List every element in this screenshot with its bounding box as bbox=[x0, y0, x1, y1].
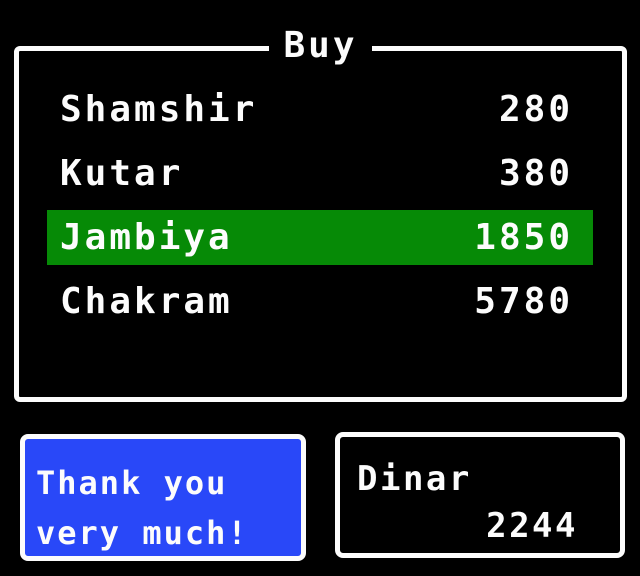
buy-menu-panel: Buy Shamshir 280 Kutar 380 Jambiya 1850 … bbox=[14, 25, 627, 402]
buy-menu-title: Buy bbox=[19, 25, 622, 67]
currency-label: Dinar bbox=[357, 459, 472, 499]
buy-menu-title-text: Buy bbox=[269, 25, 372, 67]
item-price: 1850 bbox=[474, 217, 573, 258]
item-name: Jambiya bbox=[60, 217, 233, 258]
item-row-jambiya[interactable]: Jambiya 1850 bbox=[47, 210, 593, 265]
item-list: Shamshir 280 Kutar 380 Jambiya 1850 Chak… bbox=[47, 82, 593, 338]
item-name: Shamshir bbox=[60, 89, 258, 130]
item-row-shamshir[interactable]: Shamshir 280 bbox=[47, 82, 593, 137]
item-name: Chakram bbox=[60, 281, 233, 322]
shopkeeper-dialog-box: Thank you very much! bbox=[20, 434, 306, 561]
item-price: 280 bbox=[498, 89, 573, 130]
item-row-chakram[interactable]: Chakram 5780 bbox=[47, 274, 593, 329]
item-price: 5780 bbox=[474, 281, 573, 322]
item-name: Kutar bbox=[60, 153, 184, 194]
dialog-line: Thank you bbox=[36, 464, 228, 502]
currency-amount: 2244 bbox=[486, 506, 578, 546]
item-row-kutar[interactable]: Kutar 380 bbox=[47, 146, 593, 201]
currency-panel: Dinar 2244 bbox=[335, 432, 625, 558]
item-price: 380 bbox=[498, 153, 573, 194]
dialog-line: very much! bbox=[36, 514, 249, 552]
